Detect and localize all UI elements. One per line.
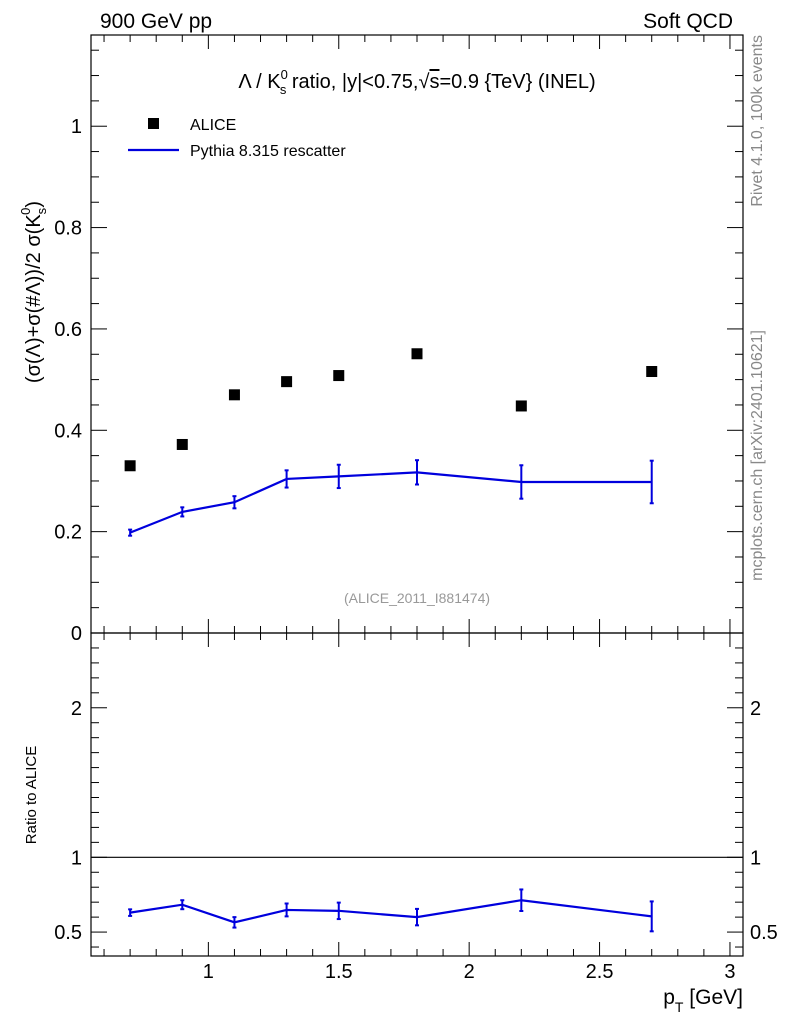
alice-data-point — [281, 376, 293, 388]
title-k-sup: 0 — [281, 67, 288, 82]
pythia-series-line — [129, 471, 652, 534]
main-panel-frame — [90, 34, 744, 634]
ratio-y-tick-label-right: 2 — [750, 698, 761, 720]
alice-data-point — [411, 348, 423, 360]
title-rest-2: =0.9 {TeV} (INEL) — [439, 71, 595, 93]
ratio-y-tick-label-left: 2 — [71, 698, 82, 720]
xlabel-rest: [GeV] — [683, 986, 743, 1009]
x-tick-label: 1 — [203, 961, 214, 983]
title-sqrt: √ — [418, 71, 429, 93]
header-left-label: 900 GeV pp — [100, 10, 212, 33]
alice-data-point — [228, 389, 240, 401]
xlabel-sub: T — [675, 999, 684, 1015]
x-tick-label: 3 — [724, 961, 735, 983]
legend-pythia-label: Pythia 8.315 rescatter — [190, 143, 346, 160]
ratio-y-tick-label-right: 0.5 — [750, 922, 778, 944]
main-y-axis-label: (σ(Λ)+σ(#Λ))/2 σ(Ks0) — [18, 201, 49, 383]
ylabel-close: ) — [23, 201, 45, 208]
alice-data-point — [124, 460, 136, 472]
main-y-tick-label: 0.2 — [54, 522, 82, 544]
analysis-id-label: (ALICE_2011_I881474) — [344, 590, 490, 606]
header-right-label: Soft QCD — [643, 10, 733, 33]
rivet-info-label: Rivet 4.1.0, 100k events — [749, 35, 766, 207]
title-k-sub: s — [280, 82, 287, 97]
title-lambda-part: Λ / K — [238, 71, 281, 93]
mcplots-reference-label: mcplots.cern.ch [arXiv:2401.10621] — [749, 330, 766, 581]
alice-data-point — [176, 438, 188, 450]
x-tick-label: 1.5 — [325, 961, 353, 983]
ratio-data-marks — [91, 856, 743, 933]
ratio-y-tick-label-left: 1 — [71, 847, 82, 869]
x-tick-label: 2 — [464, 961, 475, 983]
title-rest-1: ratio, |y|<0.75, — [286, 71, 418, 93]
legend-alice-marker — [148, 118, 159, 129]
main-y-tick-label: 0 — [71, 623, 82, 645]
main-y-tick-label: 0.6 — [54, 319, 82, 341]
ratio-y-tick-label-right: 1 — [750, 847, 761, 869]
plot-title: Λ / K0 s ratio, |y|<0.75,√s=0.9 {TeV} (IN… — [238, 67, 595, 97]
ylabel-sup: 0 — [18, 208, 33, 215]
main-y-tick-label: 0.4 — [54, 420, 82, 442]
title-s: s — [429, 71, 439, 93]
ratio-y-axis-label: Ratio to ALICE — [23, 746, 40, 844]
alice-data-point — [646, 366, 658, 378]
x-axis-label: pT [GeV] — [663, 986, 743, 1015]
main-axis-ticks: 0 0.2 0.4 0.6 0.8 1 — [54, 35, 743, 645]
main-data-marks — [124, 348, 658, 537]
main-y-tick-label: 1 — [71, 116, 82, 138]
alice-data-point — [515, 400, 527, 412]
ylabel-sub: s — [34, 207, 49, 214]
legend-alice-label: ALICE — [190, 117, 236, 134]
x-tick-label: 2.5 — [586, 961, 614, 983]
ratio-series-line — [129, 899, 652, 924]
main-y-tick-label: 0.8 — [54, 218, 82, 240]
ratio-y-tick-label-left: 0.5 — [54, 922, 82, 944]
ylabel-main: (σ(Λ)+σ(#Λ))/2 σ(K — [23, 214, 45, 383]
ratio-axis-ticks: 1 1.5 2 2.5 3 0.5 0.5 1 1 2 2 — [54, 633, 778, 983]
xlabel-p: p — [663, 986, 675, 1009]
alice-data-point — [333, 370, 345, 382]
